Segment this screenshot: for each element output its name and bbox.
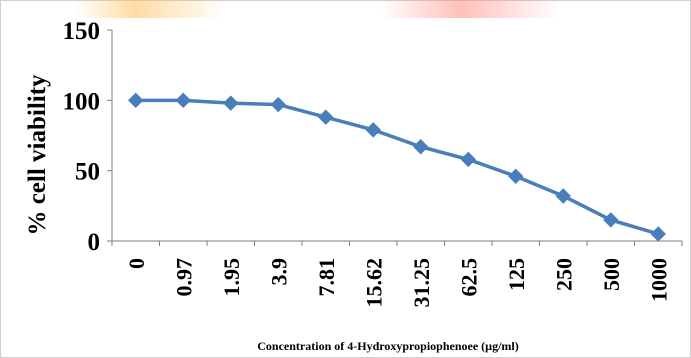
series-line-path (135, 98, 659, 236)
x-tick-label: 31.25 (409, 258, 434, 308)
x-tick-label: 1.95 (219, 258, 244, 297)
y-axis-ticks: 0 50 100 150 (63, 18, 112, 256)
data-point-marker (318, 109, 334, 125)
data-point-marker (460, 151, 476, 168)
y-tick-label: 50 (75, 159, 100, 186)
watermark-band-right (380, 0, 560, 18)
data-point-marker (603, 212, 619, 228)
data-point-marker (413, 139, 429, 155)
axes (111, 30, 682, 242)
y-tick-label: 150 (63, 18, 101, 45)
x-tick-label: 62.5 (456, 258, 481, 297)
x-tick-label: 7.81 (314, 258, 339, 297)
x-tick-label: 0 (124, 258, 149, 269)
x-tick-label: 250 (551, 258, 576, 291)
x-tick-label: 15.62 (361, 258, 386, 308)
x-tick-label: 500 (599, 258, 624, 291)
series-line (135, 98, 659, 236)
data-point-marker (555, 188, 571, 204)
data-point-marker (175, 92, 191, 109)
series-markers (128, 92, 666, 242)
data-point-marker (223, 95, 239, 111)
x-axis-title: Concentration of 4-Hydroxypropiophenoee … (257, 339, 518, 353)
data-point-marker (650, 226, 666, 242)
y-axis-title: % cell viability (24, 74, 51, 236)
y-tick-label: 100 (63, 88, 101, 115)
watermark-band-left (75, 0, 225, 18)
x-tick-label: 125 (504, 258, 529, 291)
data-point-marker (128, 92, 144, 109)
x-axis-ticks: 0 0.97 1.95 3.9 7.81 15.62 31.25 62.5 125 250 500 1… (111, 241, 683, 308)
x-tick-label: 0.97 (171, 258, 196, 297)
x-tick-label: 1000 (646, 258, 671, 302)
y-tick-label: 0 (88, 229, 101, 256)
data-point-marker (270, 96, 286, 113)
x-tick-label: 3.9 (266, 258, 291, 286)
data-point-marker (508, 168, 524, 185)
data-point-marker (365, 122, 381, 138)
